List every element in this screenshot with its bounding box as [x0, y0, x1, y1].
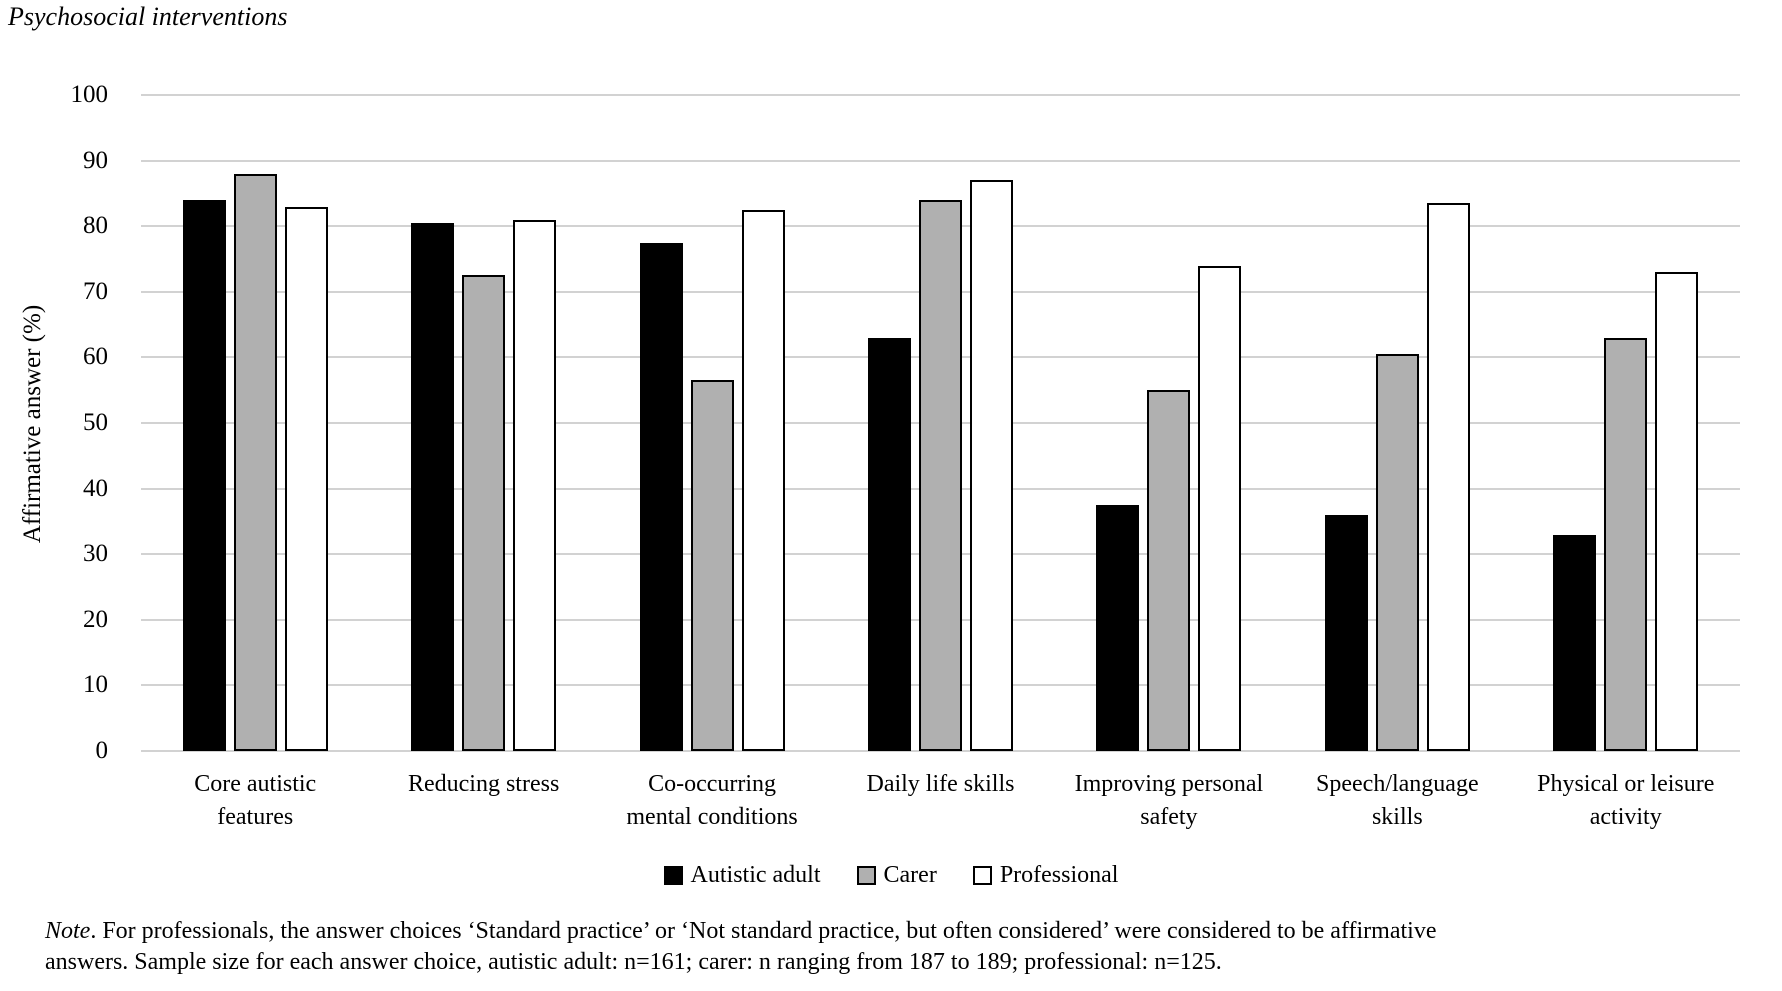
y-tick-label: 30: [83, 540, 108, 568]
note-prefix: Note: [45, 918, 91, 944]
legend-swatch-carer: [856, 866, 876, 885]
y-tick-label: 90: [83, 146, 108, 174]
bar-autistic-adult: [1324, 514, 1368, 751]
bar-autistic-adult: [182, 199, 226, 751]
y-tick-label: 20: [83, 605, 108, 633]
x-category-label: Speech/language skills: [1316, 771, 1479, 830]
figure-note: Note. For professionals, the answer choi…: [45, 916, 1775, 978]
bar-professional: [513, 219, 557, 751]
x-category-label: Improving personal safety: [1074, 771, 1264, 830]
y-tick-label: 40: [83, 474, 108, 502]
bar-professional: [1655, 272, 1699, 751]
x-category-label: Physical or leisure activity: [1537, 771, 1715, 830]
x-category-label: Co-occurring mental conditions: [626, 771, 798, 830]
x-category-label: Daily life skills: [866, 771, 1015, 797]
bar-group: [141, 95, 369, 751]
bar-carer: [918, 199, 962, 751]
y-tick-label: 100: [70, 81, 109, 108]
bar-group: [826, 95, 1054, 751]
bar-autistic-adult: [867, 337, 911, 751]
bar-carer: [1375, 354, 1419, 751]
legend-label: Professional: [999, 862, 1119, 888]
bar-carer: [1147, 390, 1191, 751]
bar-professional: [1198, 265, 1242, 751]
y-tick-label: 80: [83, 212, 108, 240]
x-axis-labels: Core autistic features Reducing stress Co-…: [141, 768, 1740, 834]
bar-group: [598, 95, 826, 751]
y-tick-label: 70: [83, 277, 108, 305]
bar-group: [369, 95, 597, 751]
plot-area: 0 10 20 30 40 50 60 70 80 90 100: [71, 81, 1740, 764]
bar-professional: [741, 209, 785, 751]
y-tick-label: 0: [95, 737, 109, 764]
x-category-label: Reducing stress: [407, 771, 560, 797]
gridline: [141, 94, 1740, 96]
x-category-label: Core autistic features: [194, 771, 317, 830]
y-tick-label: 50: [83, 409, 108, 436]
bar-professional: [969, 180, 1013, 751]
y-tick-label: 60: [83, 343, 108, 371]
bar-carer: [690, 380, 734, 751]
legend-label: Carer: [883, 862, 937, 888]
note-line-1-text: . For professionals, the answer choices …: [90, 918, 1437, 944]
note-line-2: answers. Sample size for each answer cho…: [45, 949, 1222, 975]
legend-item-autistic-adult: Autistic adult: [663, 862, 821, 889]
legend-label: Autistic adult: [690, 862, 821, 888]
bar-professional: [284, 206, 328, 751]
bar-carer: [233, 173, 277, 751]
bar-carer: [462, 275, 506, 751]
bar-autistic-adult: [1096, 505, 1140, 751]
figure-title: Psychosocial interventions: [8, 2, 288, 31]
gridline: [141, 159, 1740, 162]
legend-item-carer: Carer: [856, 862, 937, 889]
legend-swatch-autistic-adult: [663, 866, 683, 885]
legend: Autistic adult Carer Professional: [0, 862, 1782, 889]
bar-professional: [1426, 203, 1470, 751]
y-tick-label: 10: [83, 671, 108, 699]
legend-swatch-professional: [972, 866, 992, 885]
note-line-1: Note. For professionals, the answer choi…: [45, 916, 1775, 947]
legend-item-professional: Professional: [972, 862, 1119, 889]
bar-autistic-adult: [411, 222, 455, 751]
gridline: [141, 750, 1740, 752]
bar-group: [1283, 95, 1511, 751]
bar-carer: [1604, 337, 1648, 751]
bar-groups: [141, 95, 1740, 751]
bar-group: [1055, 95, 1283, 751]
bar-group: [1512, 95, 1740, 751]
bar-autistic-adult: [1553, 534, 1597, 751]
bar-autistic-adult: [639, 242, 683, 751]
